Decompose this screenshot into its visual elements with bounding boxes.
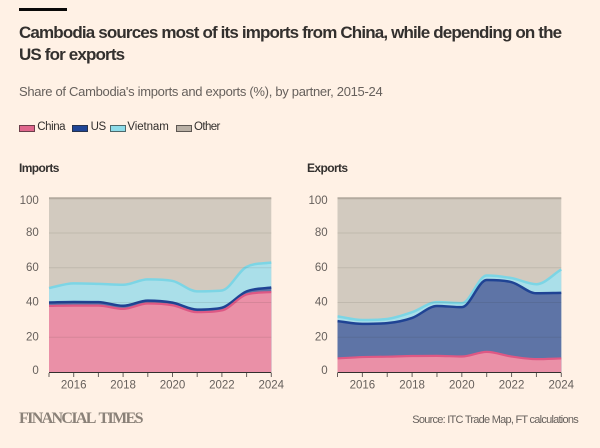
svg-text:0: 0 <box>321 365 327 377</box>
svg-text:40: 40 <box>26 297 39 309</box>
svg-text:80: 80 <box>26 227 39 239</box>
svg-text:2020: 2020 <box>160 380 186 392</box>
svg-text:20: 20 <box>26 331 39 343</box>
svg-text:60: 60 <box>26 262 39 274</box>
svg-text:100: 100 <box>309 195 328 207</box>
svg-text:60: 60 <box>315 262 328 274</box>
svg-text:2016: 2016 <box>61 380 87 392</box>
svg-text:2016: 2016 <box>350 380 376 392</box>
svg-text:0: 0 <box>32 365 38 377</box>
svg-text:2024: 2024 <box>549 380 575 392</box>
svg-text:20: 20 <box>315 331 328 343</box>
svg-text:40: 40 <box>315 297 328 309</box>
svg-text:80: 80 <box>315 227 328 239</box>
svg-text:2018: 2018 <box>110 380 136 392</box>
svg-text:2018: 2018 <box>399 380 425 392</box>
svg-text:100: 100 <box>20 195 39 207</box>
svg-text:2022: 2022 <box>209 380 235 392</box>
svg-text:2022: 2022 <box>499 380 525 392</box>
svg-text:2020: 2020 <box>449 380 475 392</box>
svg-text:2024: 2024 <box>259 380 285 392</box>
